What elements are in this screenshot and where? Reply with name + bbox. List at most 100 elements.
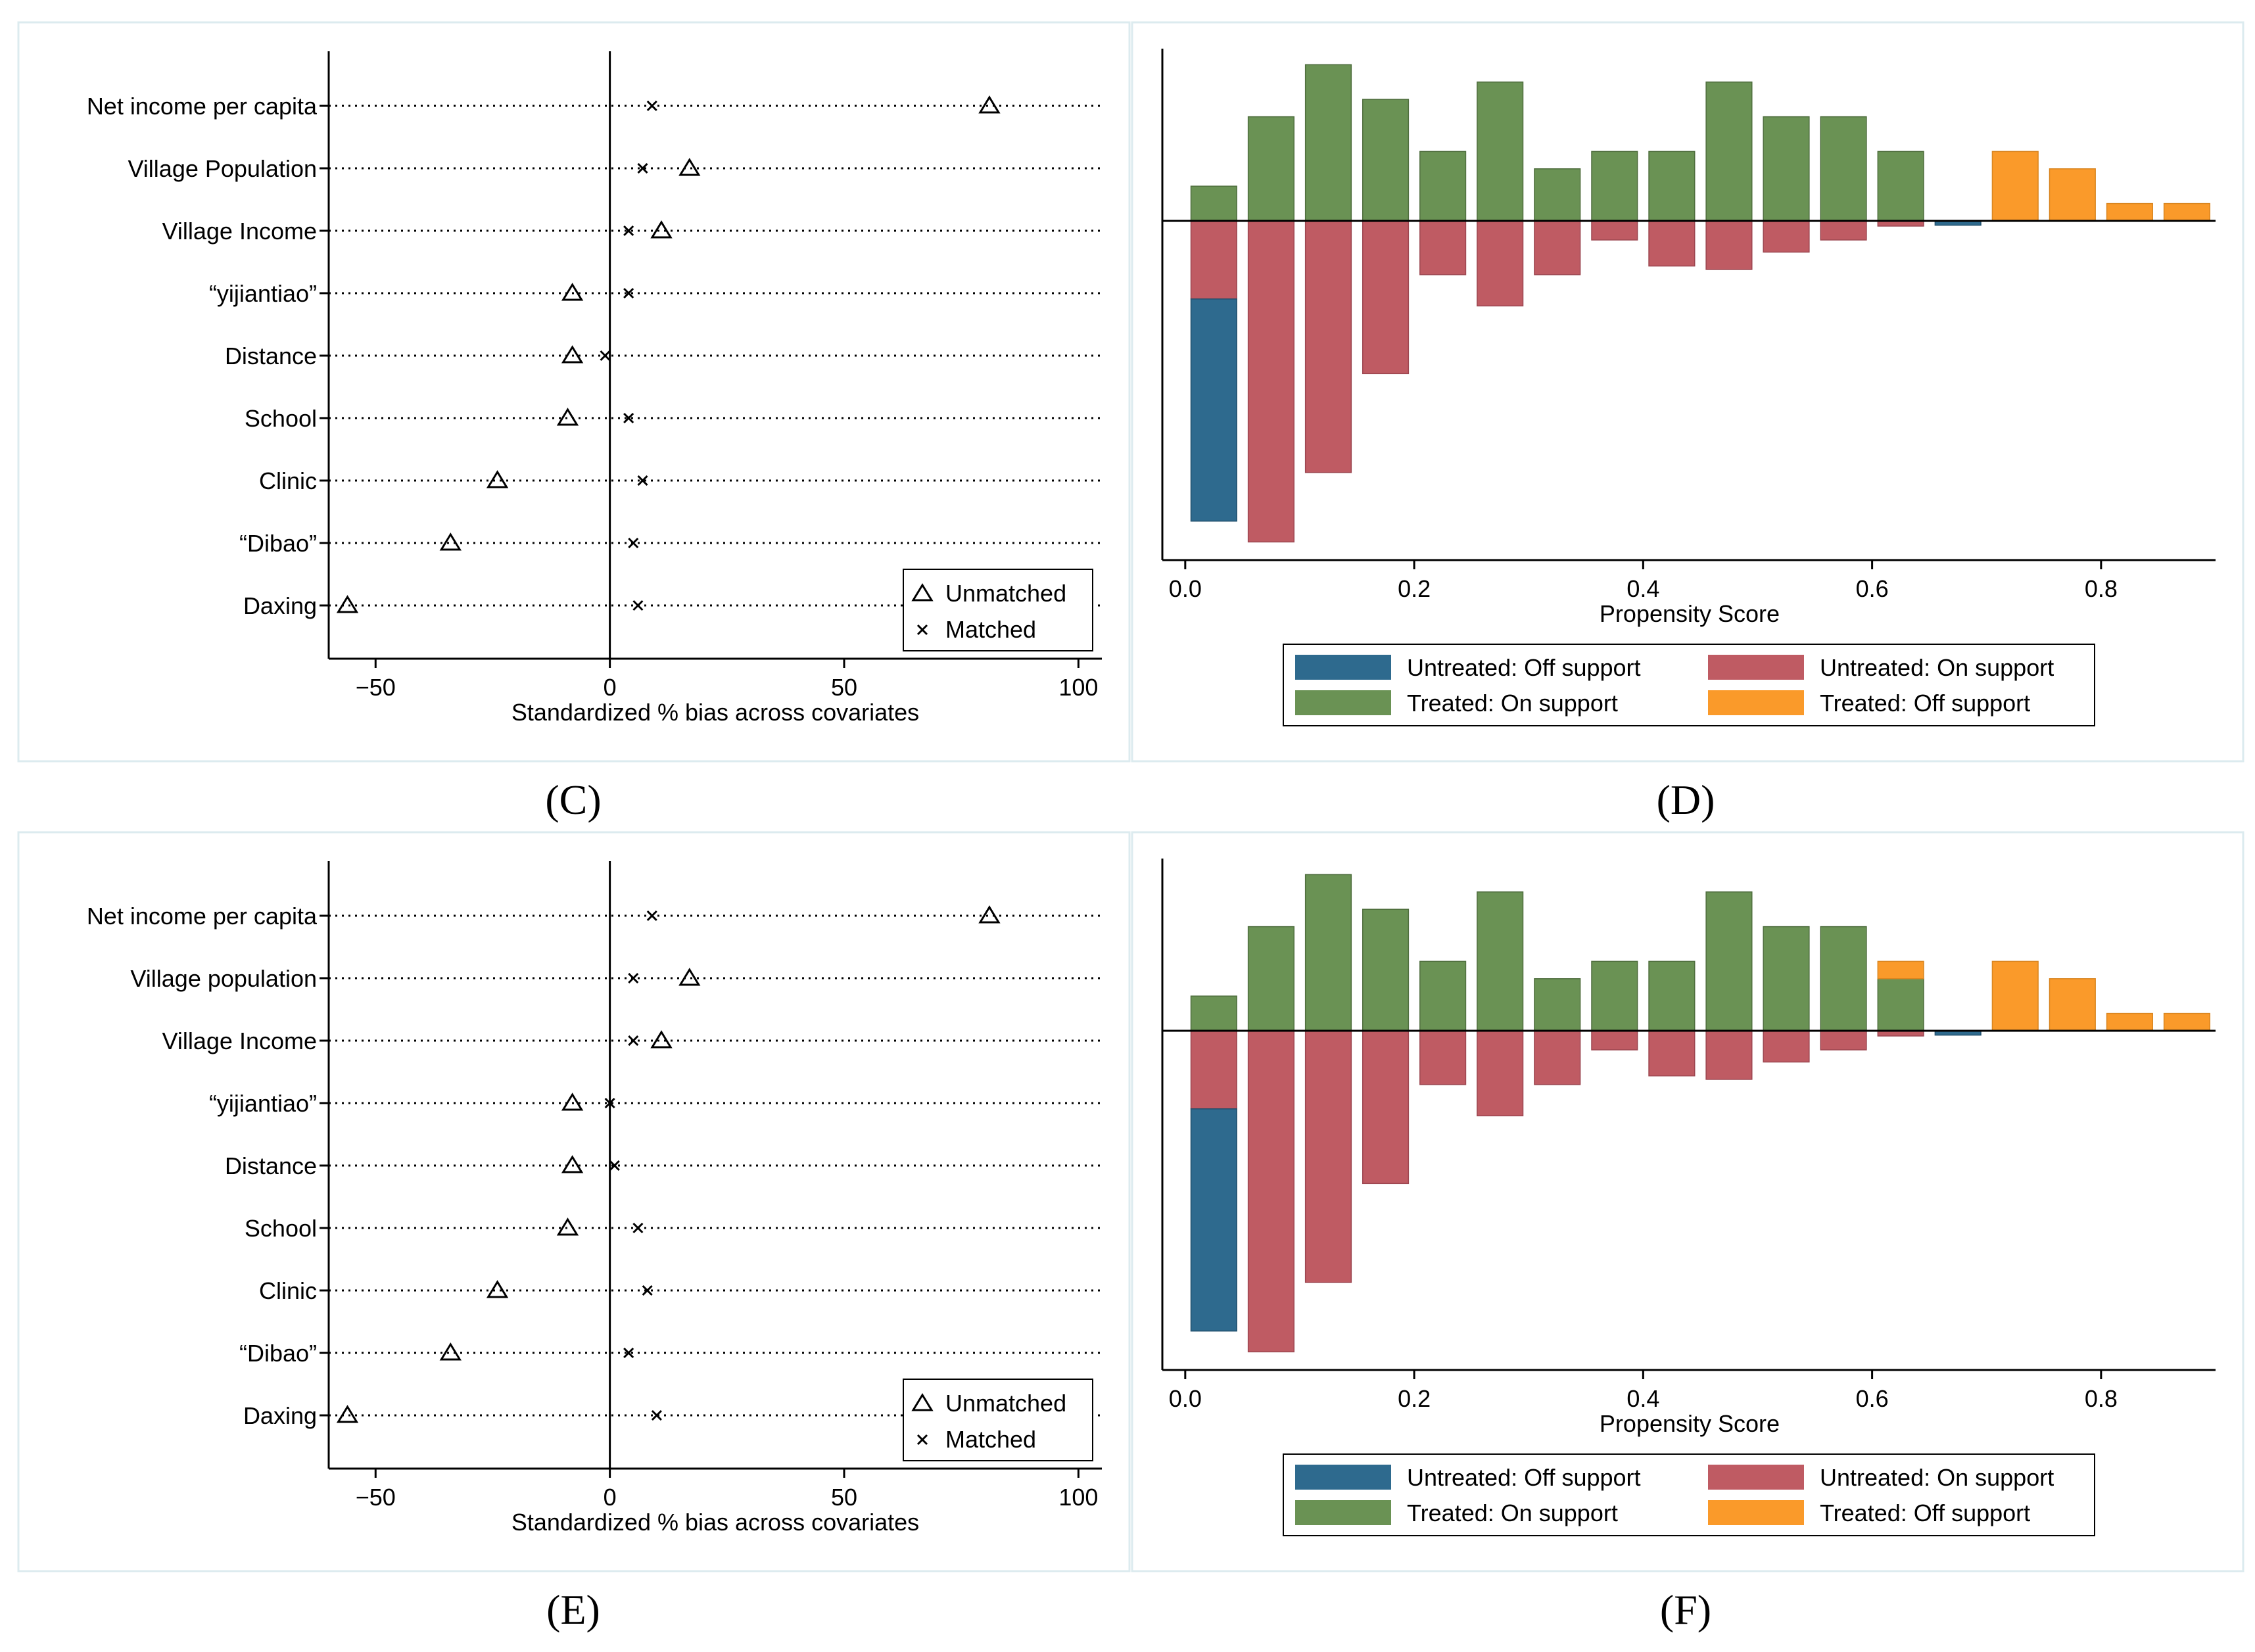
unmatched-marker <box>486 470 509 488</box>
bar-treated-off-support <box>2049 168 2096 222</box>
covariate-label: Clinic <box>259 1277 317 1304</box>
matched-marker <box>623 412 634 424</box>
covariate-label: Village Population <box>128 155 317 182</box>
covariate-label: Daxing <box>243 1402 317 1429</box>
bar-treated-on-support <box>1820 116 1867 222</box>
matched-marker <box>651 1409 662 1421</box>
panel-border <box>1131 831 2244 1572</box>
covariate-label: Village Income <box>162 1027 317 1054</box>
unmatched-marker <box>486 1280 509 1298</box>
bar-treated-on-support <box>1763 116 1810 222</box>
bar-treated-on-support <box>1591 151 1638 222</box>
legend-swatch <box>1708 690 1804 715</box>
panel-label: (D) <box>1657 776 1715 823</box>
unmatched-marker <box>439 532 462 551</box>
matched-marker <box>646 910 657 922</box>
unmatched-marker <box>556 1217 579 1236</box>
legend-swatch <box>1708 1500 1804 1525</box>
bar-treated-on-support <box>1591 960 1638 1031</box>
bar-treated-on-support <box>1190 995 1237 1031</box>
bar-treated-off-support <box>2163 1012 2211 1031</box>
x-tick-label: 0.8 <box>2085 575 2118 602</box>
legend-matched-marker <box>916 1434 928 1446</box>
unmatched-marker <box>439 1342 462 1361</box>
covariate-label: Net income per capita <box>87 903 318 930</box>
bar-untreated-on-support <box>1705 220 1753 270</box>
bar-untreated-off-support <box>1190 1108 1237 1332</box>
bar-treated-on-support <box>1304 874 1352 1031</box>
matched-marker <box>623 1347 634 1359</box>
unmatched-marker <box>556 408 579 426</box>
bar-treated-on-support <box>1419 151 1467 222</box>
legend-item-label: Treated: Off support <box>1820 690 2030 717</box>
legend: Untreated: Off support Untreated: On supp… <box>1283 644 2095 726</box>
x-tick-label: 0.4 <box>1626 1385 1659 1412</box>
bar-treated-on-support <box>1419 960 1467 1031</box>
x-tick-label: 0 <box>604 1484 617 1511</box>
unmatched-marker <box>650 220 673 239</box>
bar-untreated-on-support <box>1763 220 1810 253</box>
panel-label: (E) <box>546 1586 600 1633</box>
x-tick-label: 0.2 <box>1398 575 1431 602</box>
legend-box <box>903 569 1093 651</box>
legend-matched-marker <box>916 624 928 636</box>
bar-treated-on-support <box>1304 64 1352 222</box>
matched-marker <box>623 225 634 237</box>
legend-swatch <box>1295 1465 1391 1490</box>
unmatched-marker <box>978 905 1001 924</box>
legend-matched-label: Matched <box>945 1426 1036 1453</box>
bar-treated-on-support <box>1362 909 1410 1031</box>
x-tick-label: 0 <box>604 674 617 701</box>
bar-treated-on-support <box>1477 82 1524 222</box>
matched-marker <box>604 1097 615 1109</box>
matched-marker <box>637 475 648 486</box>
bar-treated-on-support <box>1877 978 1924 1031</box>
legend-swatch <box>1708 1465 1804 1490</box>
x-axis-title: Propensity Score <box>1600 600 1780 627</box>
legend-unmatched-marker <box>911 583 934 602</box>
x-tick-label: 50 <box>831 1484 857 1511</box>
unmatched-marker <box>336 1405 359 1423</box>
covariate-label: Net income per capita <box>87 93 318 120</box>
legend-unmatched-label: Unmatched <box>945 1390 1066 1417</box>
x-axis-title: Standardized % bias across covariates <box>511 1509 919 1536</box>
legend-unmatched-marker <box>911 1393 934 1411</box>
bar-treated-on-support <box>1877 151 1924 222</box>
bar-untreated-on-support <box>1419 220 1467 275</box>
bar-untreated-on-support <box>1247 220 1294 543</box>
bar-untreated-on-support <box>1763 1030 1810 1063</box>
unmatched-marker <box>650 1030 673 1049</box>
unmatched-marker <box>678 158 701 176</box>
covariate-label: Daxing <box>243 592 317 619</box>
matched-marker <box>600 350 611 362</box>
bar-untreated-on-support <box>1190 1030 1237 1110</box>
legend-swatch <box>1708 655 1804 680</box>
bar-treated-off-support <box>1991 960 2039 1031</box>
bar-treated-on-support <box>1247 116 1294 222</box>
bar-treated-on-support <box>1648 960 1696 1031</box>
x-axis-title: Standardized % bias across covariates <box>511 699 919 726</box>
bar-untreated-on-support <box>1534 1030 1581 1085</box>
matched-marker <box>628 1035 639 1047</box>
legend-swatch <box>1295 1500 1391 1525</box>
legend-item-label: Treated: Off support <box>1820 1499 2030 1526</box>
matched-marker <box>632 1222 644 1234</box>
covariate-label: Distance <box>225 1152 317 1179</box>
covariate-label: Village Income <box>162 218 317 245</box>
covariate-label: “Dibao” <box>239 1340 317 1367</box>
panel-c: (C) −50 0 50 100 Standardized % bias across c… <box>17 21 1131 823</box>
x-tick-label: −50 <box>356 674 396 701</box>
bar-treated-on-support <box>1705 82 1753 222</box>
bar-untreated-on-support <box>1304 220 1352 473</box>
bar-treated-on-support <box>1247 926 1294 1031</box>
covariate-label: Distance <box>225 342 317 369</box>
unmatched-marker <box>561 1155 584 1173</box>
legend-unmatched-label: Unmatched <box>945 580 1066 607</box>
panel-border <box>17 21 1131 763</box>
covariate-label: Village population <box>130 965 317 992</box>
bar-treated-off-support <box>1877 960 1924 979</box>
panel-d: (D) 0.0 0.2 0.4 0.6 0.8 Propensity Score Untrea… <box>1131 21 2244 823</box>
matched-marker <box>628 537 639 549</box>
legend-box <box>1283 644 2095 726</box>
